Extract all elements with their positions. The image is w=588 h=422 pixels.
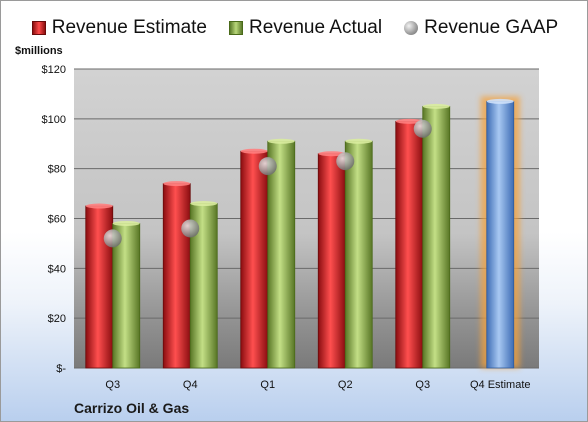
x-tick-label: Q4 Estimate bbox=[470, 379, 531, 391]
legend-item-gaap: Revenue GAAP bbox=[404, 17, 558, 39]
gaap-point bbox=[258, 157, 277, 176]
y-tick-label: $40 bbox=[48, 263, 66, 275]
x-tick-label: Q2 bbox=[338, 379, 353, 391]
legend-swatch-estimate bbox=[31, 21, 46, 35]
y-tick-label: $80 bbox=[48, 164, 66, 176]
y-tick-label: $- bbox=[56, 363, 66, 375]
y-axis-unit-label: $millions bbox=[15, 45, 63, 57]
bar-top-estimate bbox=[163, 181, 191, 187]
legend-item-actual: Revenue Actual bbox=[229, 17, 382, 39]
company-name: Carrizo Oil & Gas bbox=[74, 400, 190, 416]
bar-top-actual bbox=[345, 138, 373, 144]
bar-estimate bbox=[162, 183, 191, 369]
gaap-point bbox=[336, 152, 355, 171]
bar-top-estimate bbox=[395, 118, 423, 124]
legend-swatch-actual bbox=[229, 21, 243, 35]
bar-top-actual bbox=[422, 103, 450, 109]
gaap-point bbox=[181, 219, 200, 238]
bar-top-estimate bbox=[318, 151, 346, 157]
y-tick-label: $20 bbox=[48, 313, 66, 325]
bar-top-estimate bbox=[240, 148, 268, 154]
bar-actual bbox=[267, 140, 296, 369]
x-tick-label: Q3 bbox=[105, 379, 120, 391]
x-tick-label: Q4 bbox=[183, 379, 198, 391]
legend-label-actual: Revenue Actual bbox=[249, 17, 383, 38]
bar-top-estimate bbox=[85, 203, 113, 209]
bar-estimate bbox=[240, 150, 269, 369]
gaap-point bbox=[103, 229, 122, 248]
y-tick-label: $60 bbox=[48, 214, 66, 226]
legend-label-gaap: Revenue GAAP bbox=[424, 17, 559, 38]
x-tick-label: Q1 bbox=[260, 379, 275, 391]
y-tick-label: $120 bbox=[42, 64, 66, 76]
bar-estimate-forecast bbox=[486, 100, 515, 369]
gaap-point bbox=[413, 119, 432, 138]
bar-estimate bbox=[395, 120, 424, 369]
bar-actual bbox=[344, 140, 373, 369]
bar-top-actual bbox=[112, 220, 140, 226]
bar-estimate bbox=[85, 205, 114, 369]
legend-swatch-gaap bbox=[404, 21, 419, 35]
legend-label-estimate: Revenue Estimate bbox=[51, 17, 207, 38]
bar-top-actual bbox=[267, 138, 295, 144]
legend-item-estimate: Revenue Estimate bbox=[31, 17, 207, 39]
bar-top-forecast bbox=[486, 98, 514, 104]
bar-actual bbox=[422, 105, 451, 369]
y-tick-label: $100 bbox=[42, 114, 66, 126]
bar-top-actual bbox=[190, 201, 218, 207]
bar-estimate bbox=[317, 153, 346, 369]
x-tick-label: Q3 bbox=[415, 379, 430, 391]
chart-legend: Revenue Estimate Revenue Actual Revenue … bbox=[1, 17, 587, 39]
